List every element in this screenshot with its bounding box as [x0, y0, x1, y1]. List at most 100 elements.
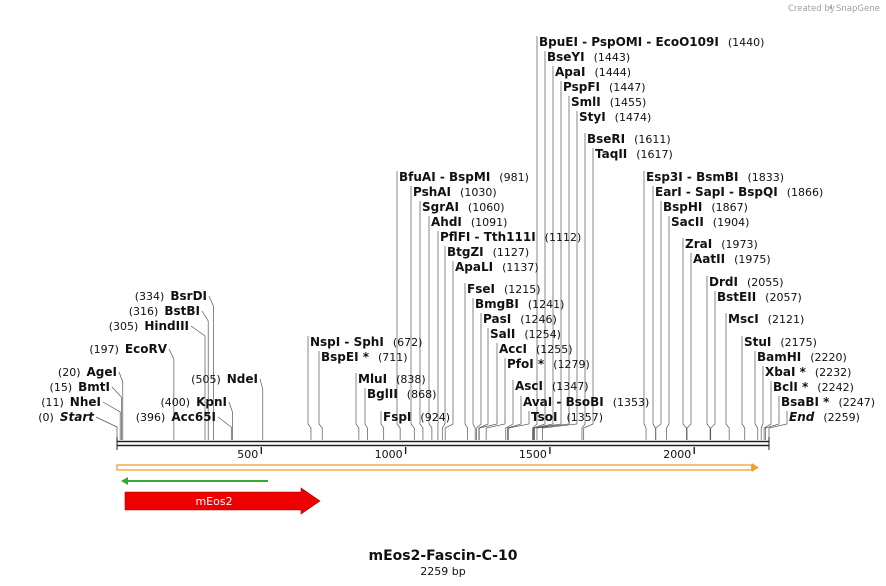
- site-leader: [643, 171, 647, 440]
- site-sgrai: SgrAI (1060): [422, 200, 504, 214]
- site-position: (1215): [504, 283, 541, 296]
- site-name: BstBI: [164, 304, 200, 318]
- site-leader: [419, 201, 424, 440]
- site-position: (1440): [728, 36, 765, 49]
- site-name: SgrAI: [422, 200, 459, 214]
- site-leader: [583, 148, 594, 440]
- site-position: (1455): [610, 96, 647, 109]
- site-taqii: TaqII (1617): [595, 147, 673, 161]
- site-position: (1904): [713, 216, 750, 229]
- site-name: BpuEI - PspOMI - EcoO109I: [539, 35, 719, 49]
- site-leader: [536, 96, 570, 440]
- site-name: PfoI *: [507, 357, 545, 371]
- site-position: (334): [135, 290, 165, 303]
- site-position: (400): [161, 396, 191, 409]
- site-sacii: SacII (1904): [671, 215, 749, 229]
- site-name: TsoI: [531, 410, 557, 424]
- site-avai-bsobi: AvaI - BsoBI (1353): [523, 395, 649, 409]
- site-apai: ApaI (1444): [555, 65, 631, 79]
- ruler-tick-label: 500: [237, 448, 258, 461]
- site-ahdi: AhdI (1091): [431, 215, 507, 229]
- site-position: (672): [393, 336, 423, 349]
- site-position: (1866): [787, 186, 824, 199]
- site-name: DrdI: [709, 275, 738, 289]
- site-position: (2232): [815, 366, 852, 379]
- site-position: (1867): [711, 201, 748, 214]
- site-position: (20): [58, 366, 81, 379]
- site-position: (11): [41, 396, 64, 409]
- site-pasi: PasI (1246): [483, 312, 557, 326]
- meos2-feature-label: mEos2: [195, 495, 232, 508]
- site-zrai: ZraI (1973): [685, 237, 758, 251]
- site-nspi-sphi: NspI - SphI (672): [310, 335, 422, 349]
- site-stui: StuI (2175): [744, 335, 817, 349]
- map-length: 2259 bp: [420, 565, 465, 578]
- site-name: End: [789, 410, 815, 424]
- site-position: (1833): [747, 171, 784, 184]
- site-name: BspHI: [663, 200, 702, 214]
- site-position: (1246): [520, 313, 557, 326]
- sequence-backbone: [116, 437, 770, 450]
- site-bsabi-star: BsaBI * (2247): [781, 395, 875, 409]
- site-bsrdi: BsrDI (334): [135, 289, 207, 303]
- site-position: (1973): [721, 238, 758, 251]
- site-leader: [652, 186, 656, 440]
- site-leader: [102, 401, 121, 440]
- site-kpni: KpnI (400): [161, 395, 228, 409]
- site-bpuei-pspomi-ecoo109i: BpuEI - PspOMI - EcoO109I (1440): [539, 35, 764, 49]
- site-name: BamHI: [757, 350, 801, 364]
- site-mlui: MluI (838): [358, 372, 426, 386]
- site-position: (1030): [460, 186, 497, 199]
- site-name: Acc65I: [171, 410, 216, 424]
- site-position: (0): [38, 411, 54, 424]
- site-nhei: NheI (11): [41, 395, 101, 409]
- site-leader: [765, 396, 780, 440]
- site-leader: [217, 416, 232, 440]
- site-position: (1975): [734, 253, 771, 266]
- site-leader: [508, 411, 530, 440]
- site-acc65i: Acc65I (396): [136, 410, 216, 424]
- site-position: (1060): [468, 201, 505, 214]
- site-leader: [507, 396, 522, 440]
- site-position: (1347): [552, 380, 589, 393]
- site-name: BstEII: [717, 290, 756, 304]
- site-leader: [763, 381, 772, 440]
- site-position: (197): [89, 343, 119, 356]
- site-position: (2121): [768, 313, 805, 326]
- site-name: ZraI: [685, 237, 712, 251]
- site-name: AvaI - BsoBI: [523, 395, 604, 409]
- site-leader: [355, 373, 360, 440]
- site-position: (1357): [566, 411, 603, 424]
- site-leader: [710, 291, 716, 440]
- site-btgzi: BtgZI (1127): [447, 245, 529, 259]
- site-hindiii: HindIII (305): [109, 319, 189, 333]
- site-name: SmlI: [571, 95, 601, 109]
- site-leader: [318, 351, 323, 440]
- site-drdi: DrdI (2055): [709, 275, 784, 289]
- site-aatii: AatII (1975): [693, 252, 771, 266]
- site-styi: StyI (1474): [579, 110, 651, 124]
- site-smli: SmlI (1455): [571, 95, 646, 109]
- snapgene-credit: Created by SnapGene: [788, 3, 880, 14]
- site-position: (1444): [594, 66, 631, 79]
- site-position: (838): [396, 373, 426, 386]
- site-name: TaqII: [595, 147, 627, 161]
- site-name: PflFI - Tth111I: [440, 230, 536, 244]
- site-name: BfuAI - BspMI: [399, 170, 490, 184]
- site-leader: [532, 36, 538, 440]
- site-leader: [364, 388, 368, 440]
- site-name: PspFI: [563, 80, 600, 94]
- site-leader: [542, 111, 578, 440]
- site-name: FseI: [467, 282, 495, 296]
- site-name: BglII: [367, 387, 398, 401]
- site-leader: [478, 328, 489, 440]
- site-esp3i-bsmbi: Esp3I - BsmBI (1833): [646, 170, 784, 184]
- site-position: (2057): [765, 291, 802, 304]
- site-leader: [396, 171, 401, 440]
- credit-text: Created by: [788, 4, 835, 14]
- site-leader: [380, 411, 385, 440]
- site-leader: [768, 411, 788, 440]
- site-position: (1254): [524, 328, 561, 341]
- site-bseyi: BseYI (1443): [547, 50, 630, 64]
- site-position: (1279): [553, 358, 590, 371]
